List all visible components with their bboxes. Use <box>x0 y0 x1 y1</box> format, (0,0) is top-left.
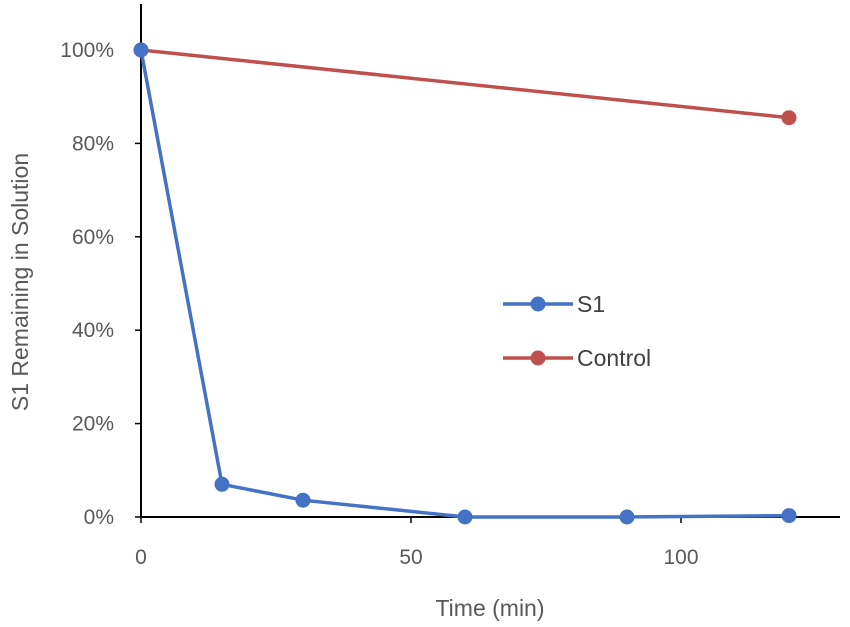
x-axis-title: Time (min) <box>435 595 544 621</box>
series-layer <box>133 42 797 525</box>
x-tick-label: 100 <box>663 546 698 569</box>
y-tick-label: 80% <box>72 132 114 155</box>
y-tick-label: 60% <box>72 226 114 249</box>
y-tick-label: 40% <box>72 319 114 342</box>
data-point-s1 <box>457 509 473 525</box>
data-point-s1 <box>133 42 149 58</box>
data-point-s1 <box>214 476 230 492</box>
legend-marker-control <box>530 350 546 366</box>
legend-label-control: Control <box>577 345 651 371</box>
legend: S1 Control <box>503 291 651 371</box>
y-tick-label: 0% <box>84 506 114 529</box>
series-line-control <box>140 48 790 120</box>
x-tick-label: 50 <box>399 546 422 569</box>
legend-marker-s1 <box>530 296 546 312</box>
chart-axes <box>140 4 840 518</box>
data-point-control <box>781 110 797 126</box>
y-axis-title: S1 Remaining in Solution <box>7 153 33 411</box>
data-point-s1 <box>781 508 797 524</box>
y-tick-label: 100% <box>60 39 114 62</box>
series-line-s1 <box>139 49 790 519</box>
y-tick-label: 20% <box>72 413 114 436</box>
data-point-s1 <box>619 509 635 525</box>
data-point-s1 <box>295 492 311 508</box>
x-tick-label: 0 <box>135 546 147 569</box>
legend-label-s1: S1 <box>577 291 605 317</box>
tick-labels: 0% 20% 40% 60% 80% 100% 0 50 100 <box>60 39 698 569</box>
